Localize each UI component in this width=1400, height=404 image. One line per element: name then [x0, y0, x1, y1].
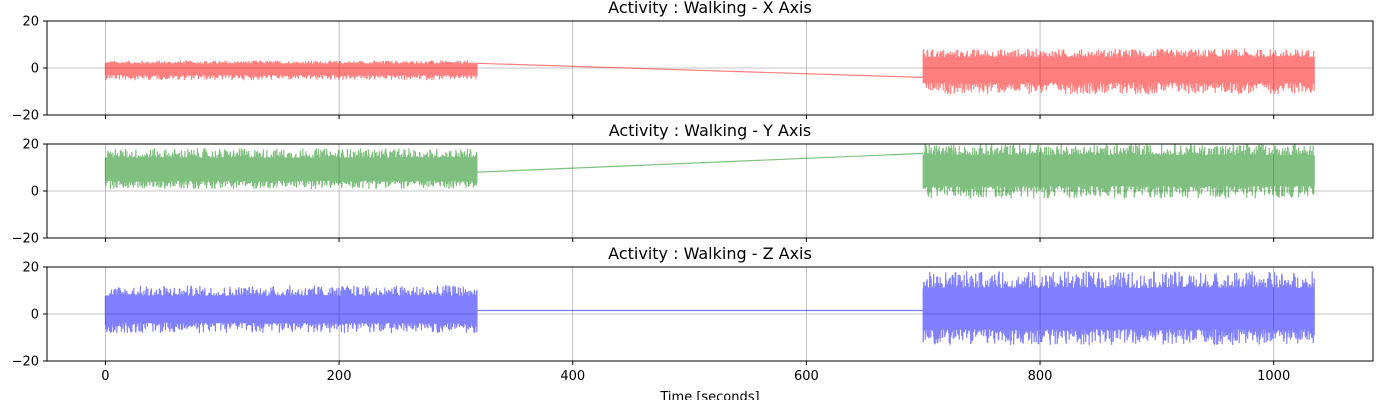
- y-tick-label: −20: [12, 109, 39, 124]
- x-tick-label: 0: [101, 369, 109, 384]
- x-tick-label: 600: [794, 369, 819, 384]
- y-tick-label: 20: [22, 261, 39, 276]
- y-tick-label: 0: [31, 62, 39, 77]
- y-tick-label: 0: [31, 185, 39, 200]
- series-z: [104, 271, 1315, 346]
- y-tick-label: 20: [22, 138, 39, 153]
- panel-title: Activity : Walking - X Axis: [608, 0, 812, 17]
- series-x: [104, 48, 1315, 95]
- panel-y: −20 0 20 Activity : Walking - Y Axis: [12, 121, 1374, 247]
- x-tick-label: 200: [327, 369, 352, 384]
- series-line: [104, 144, 1315, 199]
- panel-z: −20 0 20 Activity : Walking - Z Axis: [12, 244, 1374, 370]
- x-axis-label: Time [seconds]: [659, 390, 759, 400]
- series-y: [104, 144, 1315, 199]
- series-line: [104, 271, 1315, 346]
- y-tick-label: 0: [31, 308, 39, 323]
- series-line: [104, 48, 1315, 95]
- x-tick-label: 800: [1028, 369, 1053, 384]
- y-tick-label: −20: [12, 355, 39, 370]
- panel-x: −20 0 20 Activity : Walking - X Axis: [12, 0, 1374, 124]
- x-tick-label: 400: [560, 369, 585, 384]
- x-tick-label: 1000: [1257, 369, 1290, 384]
- panel-title: Activity : Walking - Z Axis: [608, 244, 812, 263]
- y-tick-label: −20: [12, 232, 39, 247]
- panel-title: Activity : Walking - Y Axis: [609, 121, 811, 140]
- y-tick-label: 20: [22, 15, 39, 30]
